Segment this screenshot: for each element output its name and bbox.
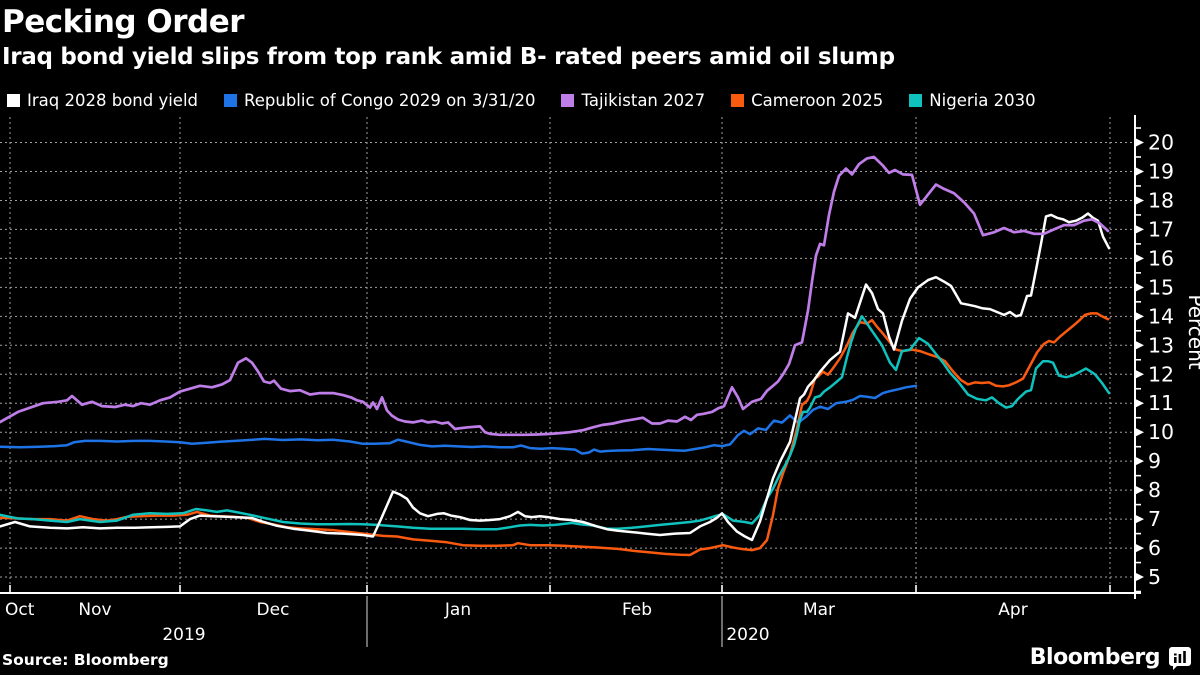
legend-item-1: Republic of Congo 2029 on 3/31/20	[224, 91, 535, 110]
y-tick-label: 13	[1148, 333, 1174, 357]
legend-item-0: Iraq 2028 bond yield	[7, 91, 198, 110]
y-tick-label: 7	[1148, 507, 1161, 531]
y-major-tick	[1135, 166, 1144, 176]
page-title: Pecking Order	[2, 4, 245, 40]
chart-legend: Iraq 2028 bond yield Republic of Congo 20…	[7, 91, 1036, 110]
y-major-tick	[1135, 543, 1144, 553]
series-line-iraq-2028-bond-yield	[0, 212, 1111, 542]
series-line-nigeria-2030	[0, 315, 1111, 531]
y-major-tick	[1135, 282, 1144, 292]
x-month-label: Mar	[803, 600, 835, 620]
legend-swatch-icon	[7, 94, 20, 107]
y-major-tick	[1135, 427, 1144, 437]
y-tick-label: 9	[1148, 449, 1161, 473]
legend-swatch-icon	[224, 94, 238, 107]
y-tick-label: 5	[1148, 565, 1161, 589]
y-tick-label: 10	[1148, 420, 1174, 444]
legend-label: Tajikistan 2027	[581, 91, 706, 110]
y-tick-label: 15	[1148, 275, 1174, 299]
y-major-tick	[1135, 514, 1144, 524]
y-major-tick	[1135, 138, 1144, 147]
y-tick-label: 11	[1148, 391, 1174, 415]
legend-item-3: Cameroon 2025	[731, 91, 883, 110]
x-month-label: Oct	[5, 600, 35, 620]
y-major-tick	[1135, 224, 1144, 234]
legend-label: Cameroon 2025	[751, 91, 884, 110]
x-month-label: Jan	[444, 600, 471, 620]
y-tick-label: 18	[1148, 188, 1174, 212]
legend-label: Nigeria 2030	[929, 91, 1036, 110]
legend-swatch-icon	[561, 94, 575, 107]
y-tick-label: 16	[1148, 246, 1174, 270]
y-major-tick	[1135, 369, 1144, 379]
y-major-tick	[1135, 398, 1144, 408]
source-credit: Source: Bloomberg	[2, 651, 169, 669]
legend-label: Iraq 2028 bond yield	[27, 91, 199, 110]
y-tick-label: 12	[1148, 362, 1174, 386]
legend-swatch-icon	[731, 94, 745, 107]
legend-swatch-icon	[909, 94, 923, 107]
y-major-tick	[1135, 340, 1144, 350]
bar-chart-badge-icon	[1169, 646, 1191, 670]
x-month-label: Dec	[257, 600, 290, 620]
y-tick-label: 17	[1148, 217, 1174, 241]
y-major-tick	[1135, 253, 1144, 263]
y-axis-title: Percent	[1184, 294, 1200, 369]
bloomberg-logo: Bloomberg	[1030, 645, 1192, 670]
y-major-tick	[1135, 485, 1144, 495]
y-tick-label: 6	[1148, 536, 1161, 560]
legend-label: Republic of Congo 2029 on 3/31/20	[244, 91, 536, 110]
x-month-label: Apr	[998, 600, 1027, 620]
legend-item-2: Tajikistan 2027	[561, 91, 705, 110]
legend-item-4: Nigeria 2030	[909, 91, 1036, 110]
y-tick-label: 14	[1148, 304, 1174, 328]
series-line-tajikistan-2027	[0, 155, 1110, 437]
x-month-label: Nov	[78, 600, 111, 620]
bloomberg-wordmark: Bloomberg	[1029, 645, 1161, 670]
y-major-tick	[1135, 456, 1144, 466]
y-tick-label: 20	[1148, 131, 1174, 155]
x-year-label: 2019	[162, 625, 205, 645]
series-line-republic-of-congo-2029-on-3-31-20	[0, 384, 918, 455]
x-month-label: Feb	[622, 600, 652, 620]
y-tick-label: 8	[1148, 478, 1161, 502]
y-major-tick	[1135, 311, 1144, 321]
y-tick-label: 19	[1148, 159, 1174, 183]
x-year-label: 2020	[726, 625, 769, 645]
chart-subtitle: Iraq bond yield slips from top rank amid…	[2, 44, 895, 70]
y-major-tick	[1135, 195, 1144, 205]
y-major-tick	[1135, 572, 1144, 582]
